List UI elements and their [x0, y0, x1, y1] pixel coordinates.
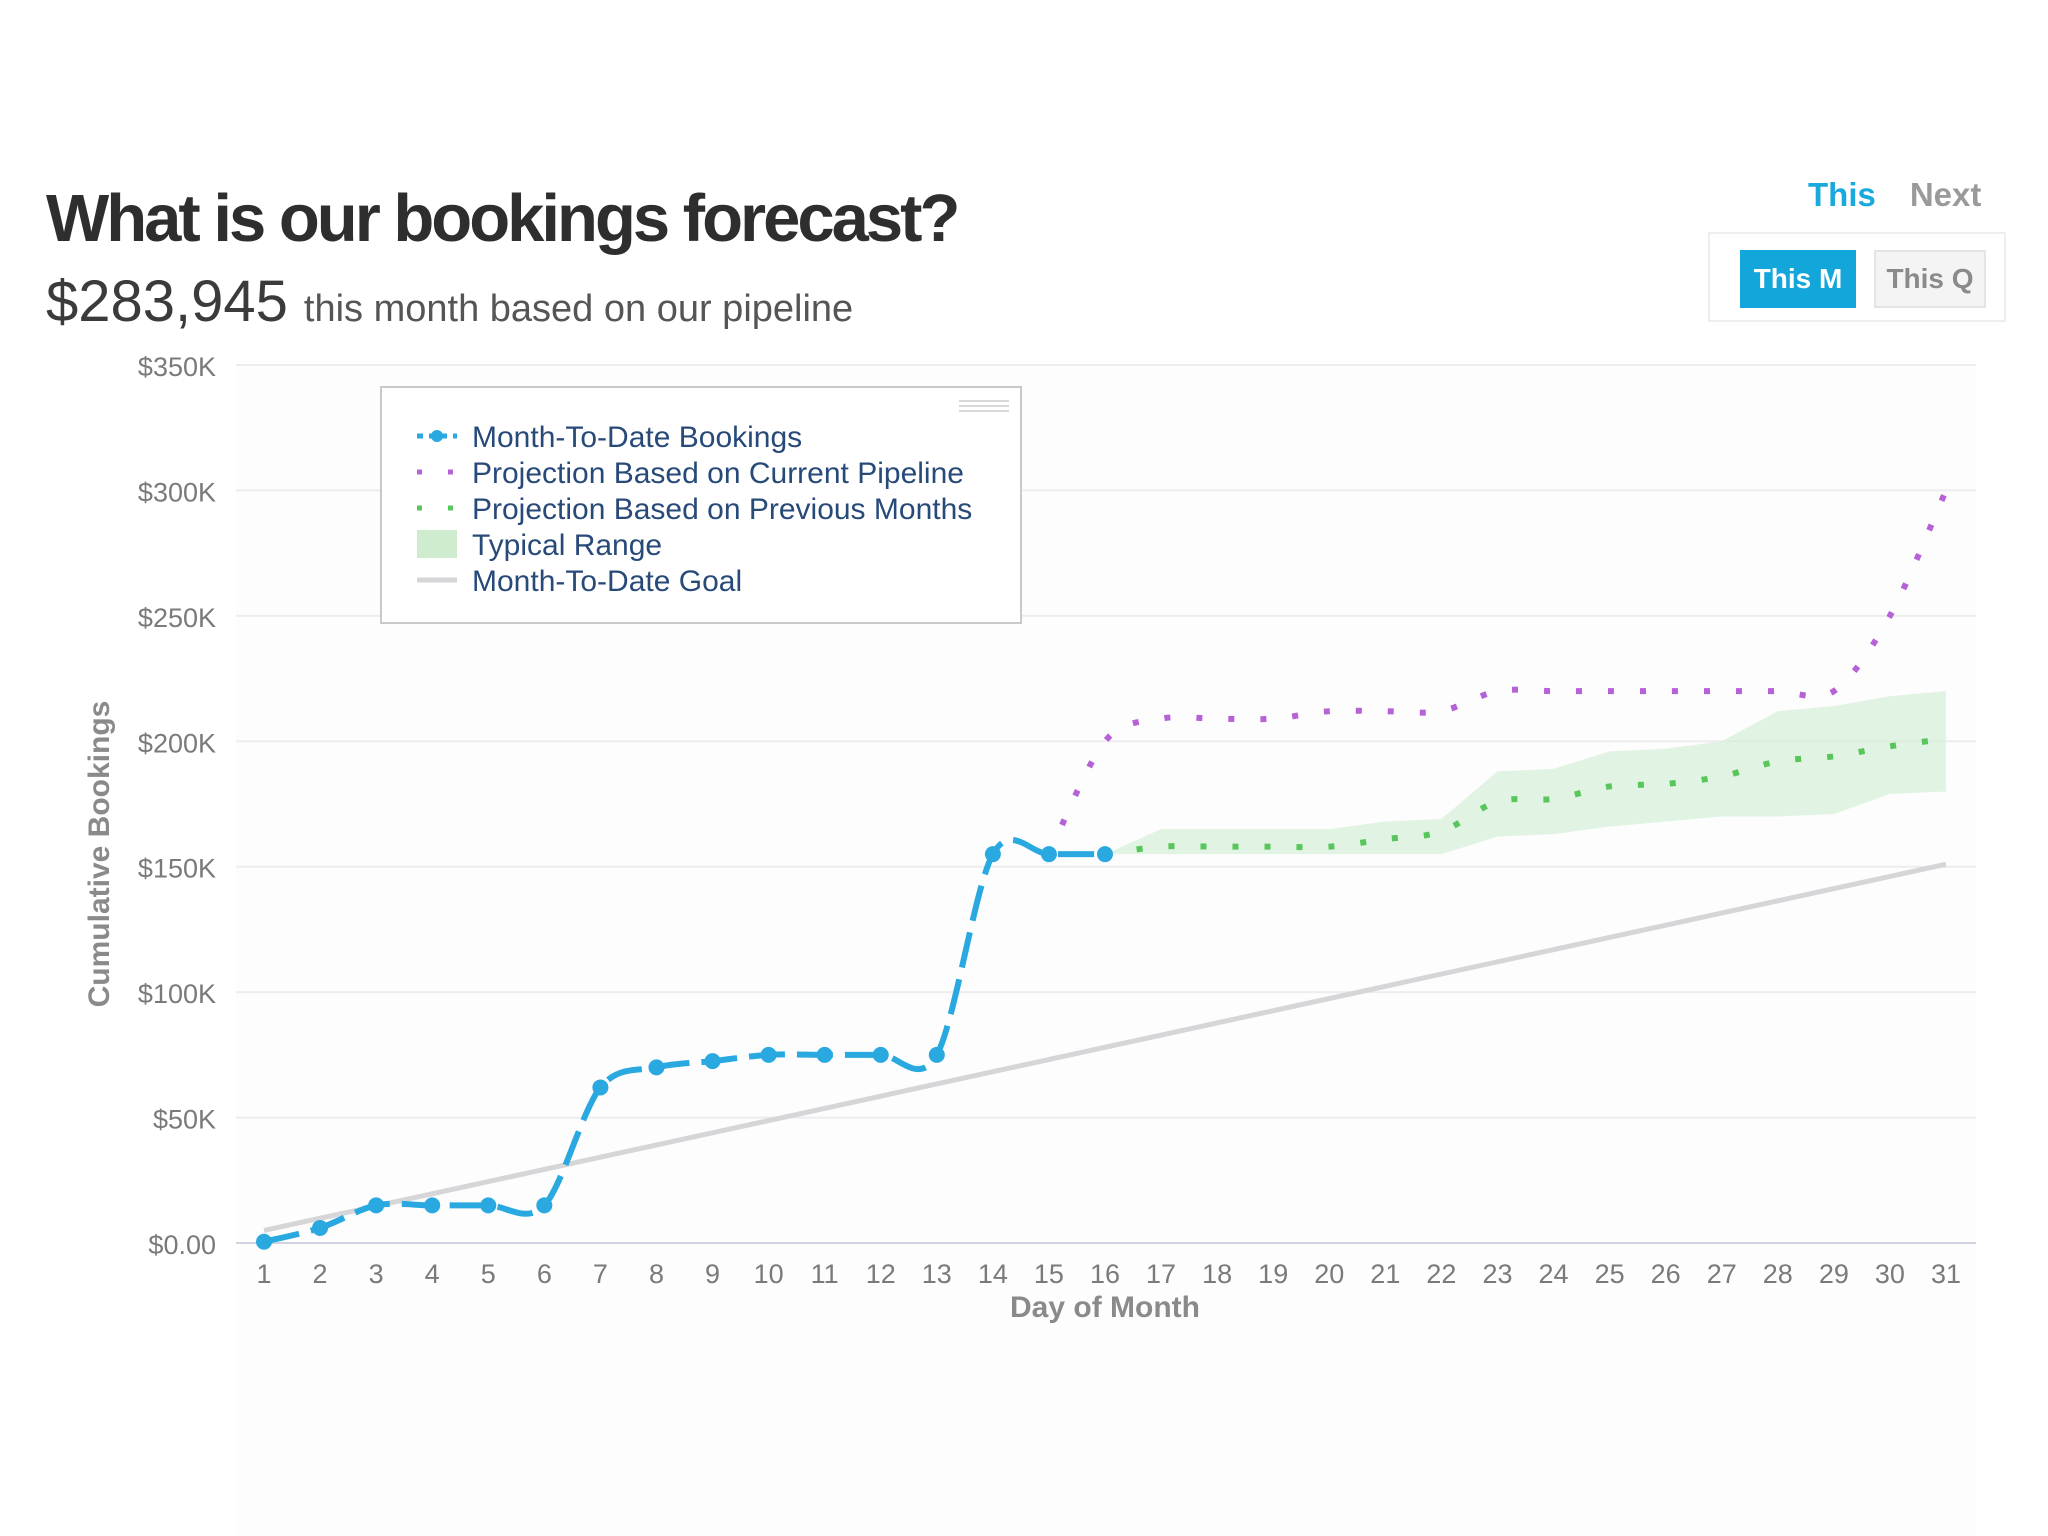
this-month-button[interactable]: This M	[1740, 250, 1856, 308]
mtd-bookings-point	[312, 1219, 329, 1236]
y-tick-label: $250K	[138, 603, 216, 633]
x-tick-label: 1	[256, 1259, 271, 1289]
x-axis-title: Day of Month	[1010, 1291, 1200, 1324]
x-tick-label: 9	[705, 1259, 720, 1289]
mtd-bookings-point	[928, 1046, 945, 1063]
range-selector: This M This Q	[1708, 232, 2006, 322]
y-axis-title: Cumulative Bookings	[83, 701, 116, 1008]
x-tick-label: 21	[1370, 1259, 1400, 1289]
period-toggle: This Next	[1808, 176, 1981, 214]
legend-label: Typical Range	[472, 529, 662, 562]
x-tick-label: 10	[754, 1259, 784, 1289]
mtd-bookings-point	[704, 1053, 721, 1070]
y-tick-label: $50K	[153, 1105, 216, 1135]
mtd-bookings-point	[256, 1233, 272, 1250]
y-tick-label: $0.00	[148, 1230, 216, 1260]
goal-line	[263, 861, 1947, 1233]
x-tick-label: 30	[1875, 1259, 1905, 1289]
x-tick-label: 24	[1539, 1259, 1569, 1289]
forecast-summary-text: this month based on our pipeline	[303, 288, 854, 330]
x-tick-label: 18	[1202, 1259, 1232, 1289]
y-tick-label: $350K	[138, 352, 216, 382]
mtd-bookings-point	[872, 1046, 889, 1063]
typical-range-band	[1105, 691, 1946, 855]
mtd-bookings-point	[424, 1197, 441, 1214]
x-tick-label: 2	[313, 1259, 328, 1289]
x-tick-label: 5	[481, 1259, 496, 1289]
forecast-summary: $283,945 this month based on our pipeline	[46, 268, 853, 335]
x-tick-label: 4	[425, 1259, 440, 1289]
mtd-bookings-point	[368, 1197, 385, 1214]
mtd-bookings-point	[816, 1046, 833, 1063]
legend-label: Month-To-Date Bookings	[472, 421, 802, 454]
x-tick-label: 27	[1707, 1259, 1737, 1289]
y-tick-label: $200K	[138, 728, 216, 758]
x-tick-label: 12	[866, 1259, 896, 1289]
x-tick-label: 31	[1931, 1259, 1961, 1289]
this-quarter-button[interactable]: This Q	[1874, 250, 1986, 308]
y-tick-label: $150K	[138, 854, 216, 884]
legend-symbol	[431, 430, 443, 442]
x-tick-label: 28	[1763, 1259, 1793, 1289]
legend-label: Projection Based on Current Pipeline	[472, 457, 964, 490]
x-tick-label: 6	[537, 1259, 552, 1289]
x-tick-label: 19	[1258, 1259, 1288, 1289]
x-tick-label: 17	[1146, 1259, 1176, 1289]
x-tick-label: 13	[922, 1259, 952, 1289]
mtd-bookings-point	[536, 1197, 553, 1214]
x-tick-label: 14	[978, 1259, 1008, 1289]
x-tick-label: 16	[1090, 1259, 1120, 1289]
mtd-bookings-point	[984, 846, 1001, 863]
period-next-link[interactable]: Next	[1909, 176, 1982, 213]
legend-label: Month-To-Date Goal	[472, 565, 742, 598]
x-tick-label: 25	[1595, 1259, 1625, 1289]
x-tick-label: 15	[1034, 1259, 1064, 1289]
page-title: What is our bookings forecast?	[46, 181, 960, 256]
legend-label: Projection Based on Previous Months	[472, 493, 972, 526]
mtd-bookings-point	[760, 1046, 777, 1063]
mtd-bookings-point	[592, 1079, 609, 1096]
forecast-amount: $283,945	[46, 269, 288, 334]
period-this-link[interactable]: This	[1808, 176, 1876, 213]
legend-symbol	[417, 530, 457, 558]
mtd-bookings-point	[1097, 846, 1113, 863]
x-tick-label: 8	[649, 1259, 664, 1289]
mtd-bookings-point	[1040, 846, 1057, 863]
x-tick-label: 7	[593, 1259, 608, 1289]
x-tick-label: 20	[1314, 1259, 1344, 1289]
x-tick-label: 26	[1651, 1259, 1681, 1289]
y-tick-label: $300K	[138, 477, 216, 507]
y-tick-label: $100K	[138, 979, 216, 1009]
legend-box	[380, 386, 1022, 624]
x-tick-label: 3	[369, 1259, 384, 1289]
mtd-bookings-point	[648, 1059, 665, 1076]
x-tick-label: 29	[1819, 1259, 1849, 1289]
x-tick-label: 11	[811, 1259, 839, 1289]
x-tick-label: 23	[1482, 1259, 1512, 1289]
x-tick-label: 22	[1426, 1259, 1456, 1289]
mtd-bookings-point	[480, 1197, 497, 1214]
